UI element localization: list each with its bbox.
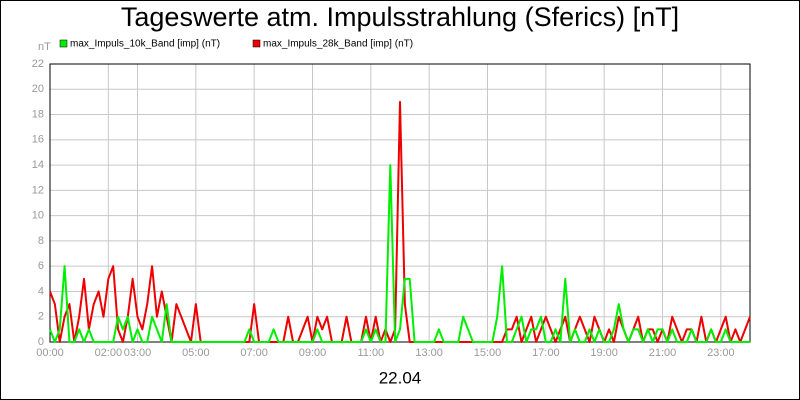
x-tick-label: 13:00 (415, 347, 443, 359)
legend-label: max_Impuls_10k_Band [imp] (nT) (70, 39, 220, 50)
y-tick-label: 14 (32, 159, 44, 171)
x-tick-label: 02:00 (95, 347, 123, 359)
x-axis-label: 22.04 (379, 368, 422, 387)
y-tick-label: 12 (32, 184, 44, 196)
x-tick-label: 17:00 (532, 347, 560, 359)
series-line (49, 164, 750, 343)
y-tick-label: 10 (32, 210, 44, 222)
y-tick-label: 22 (32, 58, 44, 70)
legend-swatch (59, 39, 68, 48)
y-tick-label: 16 (32, 134, 44, 146)
y-axis-label: nT (38, 41, 51, 53)
y-tick-label: 2 (38, 311, 44, 323)
y-tick-label: 6 (38, 260, 44, 272)
chart-title: Tageswerte atm. Impulsstrahlung (Sferics… (121, 2, 679, 32)
x-tick-label: 03:00 (124, 347, 152, 359)
y-tick-label: 0 (38, 336, 44, 348)
x-tick-label: 00:00 (36, 347, 64, 359)
x-tick-label: 21:00 (649, 347, 677, 359)
x-tick-label: 11:00 (357, 347, 384, 359)
x-tick-label: 07:00 (240, 347, 268, 359)
x-tick-label: 09:00 (299, 347, 327, 359)
y-tick-label: 4 (38, 285, 44, 297)
legend-swatch (252, 39, 261, 48)
x-tick-label: 23:00 (707, 347, 735, 359)
x-tick-label: 15:00 (474, 347, 502, 359)
y-tick-label: 20 (32, 83, 44, 95)
plot-border (49, 63, 751, 343)
x-tick-label: 19:00 (590, 347, 618, 359)
y-tick-label: 18 (32, 108, 44, 120)
y-tick-label: 8 (38, 235, 44, 247)
x-tick-label: 05:00 (182, 347, 210, 359)
legend-label: max_Impuls_28k_Band [imp] (nT) (263, 39, 413, 50)
